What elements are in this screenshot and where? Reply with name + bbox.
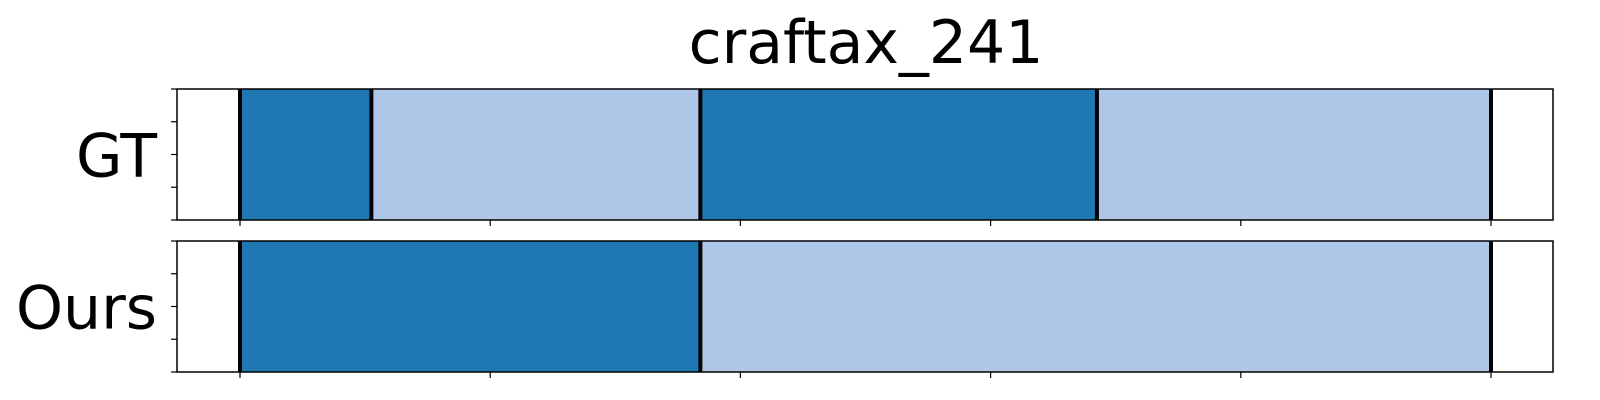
segment-bar	[700, 89, 1097, 220]
axes-frame	[176, 240, 1554, 373]
segment-bar	[371, 89, 701, 220]
axes-frame	[176, 88, 1554, 221]
segment-bar	[700, 241, 1491, 372]
segment-bar	[1096, 89, 1491, 220]
row-label: Ours	[16, 274, 157, 344]
row-ours: Ours	[16, 240, 1554, 378]
segment-bar	[240, 241, 701, 372]
row-label: GT	[76, 122, 157, 192]
chart-title: craftax_241	[689, 8, 1044, 78]
row-gt: GT	[76, 88, 1554, 226]
segment-bar	[240, 89, 372, 220]
